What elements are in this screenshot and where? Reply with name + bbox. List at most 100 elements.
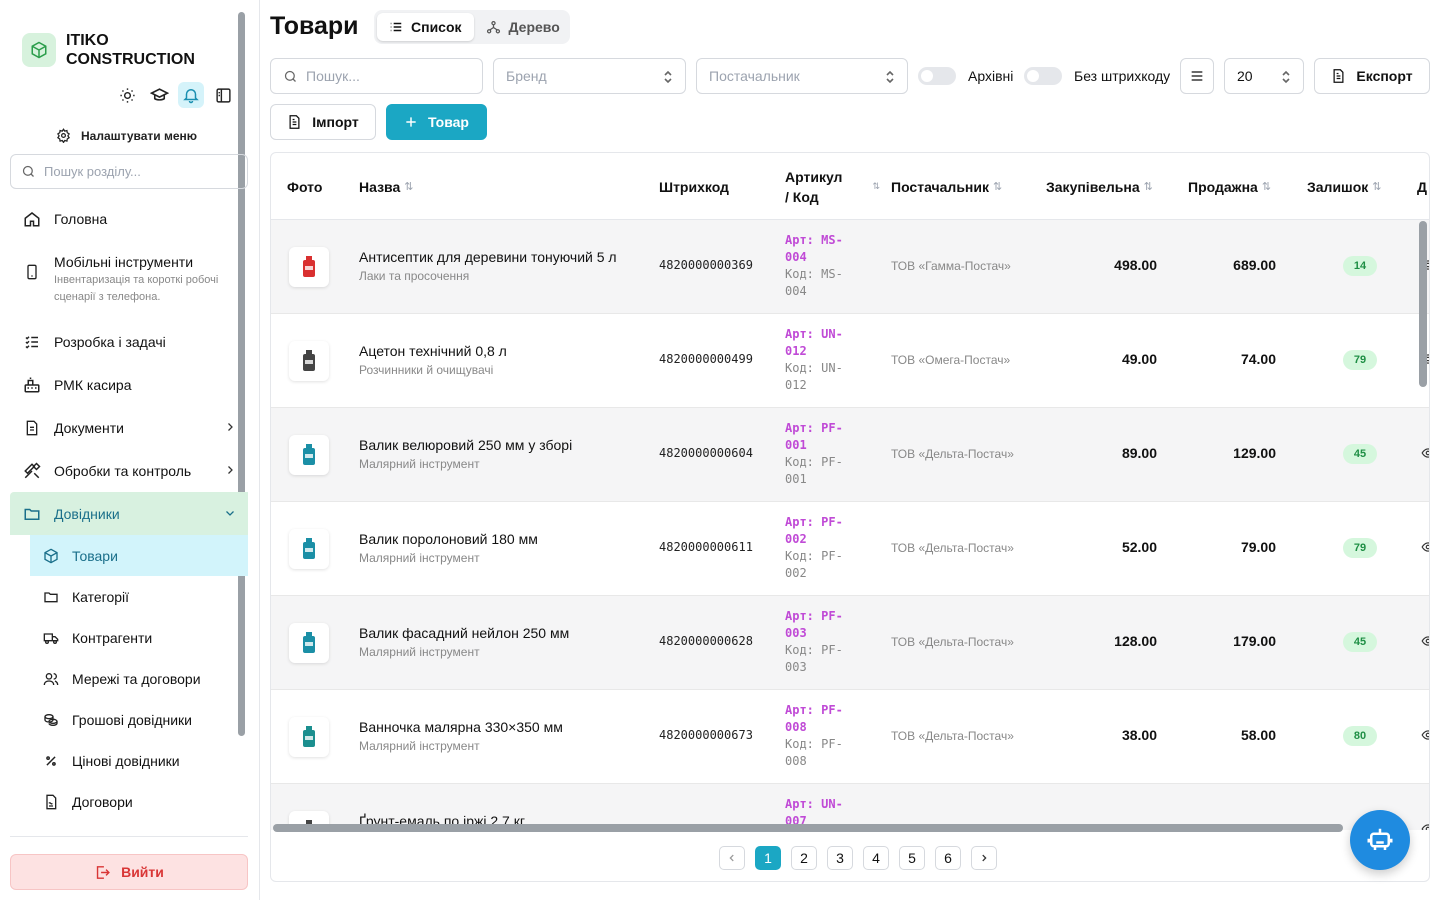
sidebar-subitem-contracts[interactable]: Договори — [10, 781, 248, 822]
sidebar-item-development[interactable]: Розробка і задачі — [10, 320, 248, 363]
product-category: Розчинники й очищувачі — [359, 363, 494, 377]
eye-icon[interactable] — [1421, 446, 1429, 463]
graduation-cap-icon[interactable] — [146, 82, 172, 108]
table-horizontal-scrollbar[interactable] — [273, 824, 1343, 832]
search-input[interactable]: Пошук... — [270, 58, 483, 94]
archived-toggle[interactable] — [918, 67, 956, 85]
page-title: Товари — [270, 12, 359, 40]
page-size-select[interactable]: 20 — [1224, 58, 1304, 94]
supplier-select[interactable]: Постачальник — [696, 58, 908, 94]
next-page-button[interactable] — [971, 846, 997, 870]
sidebar-item-mobile-tools[interactable]: Мобільні інструменти Інвентаризація та к… — [10, 240, 248, 320]
table-row[interactable]: Валик поролоновий 180 мм Малярний інстру… — [271, 502, 1429, 596]
product-bottle-icon — [303, 256, 315, 277]
product-name[interactable]: Валик фасадний нейлон 250 мм — [359, 625, 570, 641]
product-bottle-icon — [303, 726, 315, 747]
table-vertical-scrollbar[interactable] — [1419, 221, 1427, 387]
page-button[interactable]: 1 — [755, 846, 781, 870]
list-icon — [22, 332, 42, 352]
eye-icon[interactable] — [1421, 822, 1429, 830]
column-sale[interactable]: Продажна ⇅ — [1188, 153, 1271, 220]
page-button[interactable]: 3 — [827, 846, 853, 870]
menu-setup-button[interactable]: Налаштувати меню — [56, 128, 197, 143]
columns-menu-button[interactable] — [1180, 58, 1214, 94]
sidebar-toggle-icon[interactable] — [210, 82, 236, 108]
sidebar-subitem-label: Грошові довідники — [72, 711, 192, 728]
product-barcode: 4820000000604 — [659, 446, 753, 460]
product-purchase-price: 498.00 — [1114, 257, 1157, 273]
brand-select[interactable]: Бренд — [493, 58, 686, 94]
file-export-icon — [1333, 69, 1344, 83]
article-line: Арт: PF- — [785, 515, 843, 529]
page-button[interactable]: 4 — [863, 846, 889, 870]
sidebar-subitem-money[interactable]: Грошові довідники — [10, 699, 248, 740]
view-tree-tab[interactable]: Дерево — [474, 13, 572, 41]
sidebar-item-description: Інвентаризація та короткі робочі сценарі… — [54, 274, 219, 303]
page-button[interactable]: 6 — [935, 846, 961, 870]
add-product-button[interactable]: Товар — [386, 104, 487, 140]
product-article: Арт: UN- 012 Код: UN- 012 — [785, 326, 847, 394]
sidebar-search-input[interactable]: Пошук розділу... — [10, 154, 248, 189]
percent-icon — [42, 752, 60, 770]
view-list-tab[interactable]: Список — [377, 13, 474, 41]
ai-assistant-button[interactable] — [1350, 810, 1410, 870]
sidebar-subitem-counterparties[interactable]: Контрагенти — [10, 617, 248, 658]
code-line: Код: PF- — [785, 455, 843, 469]
table-row[interactable]: Валик велюровий 250 мм у зборі Малярний … — [271, 408, 1429, 502]
stock-badge: 45 — [1343, 444, 1377, 464]
column-purchase[interactable]: Закупівельна ⇅ — [1046, 153, 1153, 220]
export-button[interactable]: Експорт — [1314, 58, 1430, 94]
theme-sun-icon[interactable] — [114, 82, 140, 108]
product-name[interactable]: Антисептик для деревини тонуючий 5 л — [359, 249, 617, 265]
column-extra: Д — [1417, 153, 1427, 220]
table-row[interactable]: Ацетон технічний 0,8 л Розчинники й очищ… — [271, 314, 1429, 408]
bell-icon[interactable] — [178, 82, 204, 108]
column-name[interactable]: Назва ⇅ — [359, 153, 413, 220]
import-button[interactable]: Імпорт — [270, 104, 376, 140]
sidebar-subitem-prices[interactable]: Цінові довідники — [10, 740, 248, 781]
table-row[interactable]: Валик фасадний нейлон 250 мм Малярний ін… — [271, 596, 1429, 690]
eye-icon[interactable] — [1421, 728, 1429, 745]
no-barcode-toggle[interactable] — [1024, 67, 1062, 85]
sidebar-item-home[interactable]: Головна — [10, 197, 248, 240]
product-bottle-icon — [303, 538, 315, 559]
sort-icon: ⇅ — [1261, 181, 1272, 193]
sidebar-subitem-products[interactable]: Товари — [30, 535, 248, 576]
sidebar-item-cashier[interactable]: РМК касира — [10, 363, 248, 406]
product-name[interactable]: Ванночка малярна 330×350 мм — [359, 719, 563, 735]
sidebar-item-directories[interactable]: Довідники — [10, 492, 248, 535]
article-line: Арт: UN- — [785, 327, 843, 341]
document-icon — [22, 418, 42, 438]
product-photo — [289, 435, 329, 475]
product-name[interactable]: Валик велюровий 250 мм у зборі — [359, 437, 573, 453]
sidebar-subitem-categories[interactable]: Категорії — [10, 576, 248, 617]
column-photo: Фото — [287, 153, 322, 220]
menu-setup-label: Налаштувати меню — [81, 128, 198, 143]
logout-button[interactable]: Вийти — [10, 854, 248, 890]
column-supplier[interactable]: Постачальник ⇅ — [891, 153, 1002, 220]
column-stock[interactable]: Залишок ⇅ — [1307, 153, 1382, 220]
page-button[interactable]: 2 — [791, 846, 817, 870]
eye-icon[interactable] — [1421, 540, 1429, 557]
product-barcode: 4820000000499 — [659, 352, 753, 366]
product-name[interactable]: Валик поролоновий 180 мм — [359, 531, 538, 547]
table-row[interactable]: Ванночка малярна 330×350 мм Малярний інс… — [271, 690, 1429, 784]
chevron-right-icon — [982, 854, 987, 862]
product-bottle-icon — [303, 350, 315, 371]
sidebar-subitem-networks[interactable]: Мережі та договори — [10, 658, 248, 699]
column-article[interactable]: Артикул / Код ⇅ — [785, 153, 880, 220]
eye-icon[interactable] — [1421, 634, 1429, 651]
product-sale-price: 689.00 — [1233, 257, 1276, 273]
sidebar-item-processing[interactable]: Обробки та контроль — [10, 449, 248, 492]
sort-icon: ⇅ — [993, 181, 1003, 193]
sidebar-scrollbar[interactable] — [238, 12, 245, 736]
article-line: 002 — [785, 532, 807, 546]
product-barcode: 4820000000628 — [659, 634, 753, 648]
header-icons — [114, 82, 236, 108]
prev-page-button[interactable] — [719, 846, 745, 870]
product-name[interactable]: Ацетон технічний 0,8 л — [359, 343, 507, 359]
page-button[interactable]: 5 — [899, 846, 925, 870]
add-product-label: Товар — [428, 114, 469, 130]
sidebar-item-documents[interactable]: Документи — [10, 406, 248, 449]
table-row[interactable]: Антисептик для деревини тонуючий 5 л Лак… — [271, 220, 1429, 314]
